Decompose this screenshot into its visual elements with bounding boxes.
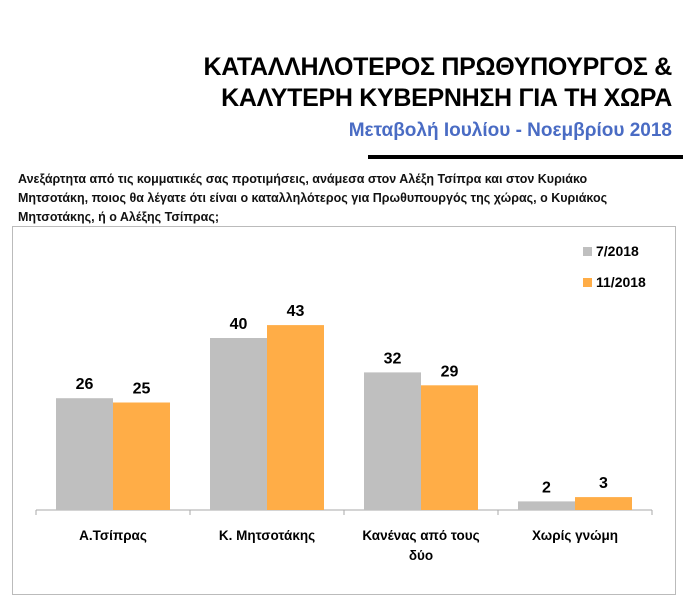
legend-swatch: [583, 247, 592, 256]
legend-label: 7/2018: [596, 243, 639, 259]
bar: [364, 372, 421, 510]
bar: [56, 398, 113, 510]
divider: [368, 155, 683, 159]
survey-question: Ανεξάρτητα από τις κομματικές σας προτιμ…: [18, 172, 608, 224]
category-label: Χωρίς γνώμη: [532, 528, 618, 543]
category-label: Κ. Μητσοτάκης: [219, 528, 315, 543]
bar: [421, 385, 478, 510]
data-label: 25: [133, 381, 151, 398]
data-label: 40: [230, 316, 248, 333]
bar: [518, 501, 575, 510]
category-label: δύο: [409, 548, 433, 563]
data-label: 2: [542, 479, 551, 496]
title-line-1: ΚΑΤΑΛΛΗΛΟΤΕΡΟΣ ΠΡΩΘΥΠΟΥΡΓΟΣ &: [203, 53, 673, 81]
subtitle: Μεταβολή Ιουλίου - Νοεμβρίου 2018: [348, 120, 672, 141]
bar: [113, 402, 170, 510]
category-label: Κανένας από τους: [362, 528, 479, 543]
data-label: 43: [287, 303, 305, 320]
bar: [267, 325, 324, 510]
bar: [210, 338, 267, 510]
data-label: 3: [599, 475, 608, 492]
chart-frame: [12, 226, 676, 595]
data-label: 32: [384, 350, 402, 367]
bar: [575, 497, 632, 510]
legend-swatch: [583, 278, 592, 287]
legend-label: 11/2018: [596, 274, 646, 290]
data-label: 29: [441, 363, 459, 380]
data-label: 26: [76, 376, 94, 393]
category-label: Α.Τσίπρας: [79, 528, 147, 543]
title-line-2: ΚΑΛΥΤΕΡΗ ΚΥΒΕΡΝΗΣΗ ΓΙΑ ΤΗ ΧΩΡΑ: [221, 84, 672, 112]
